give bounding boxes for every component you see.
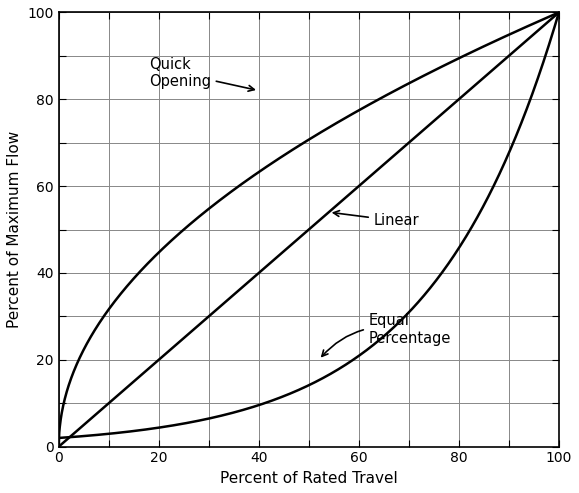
Text: Quick
Opening: Quick Opening [149,57,254,91]
Text: Equal
Percentage: Equal Percentage [322,313,451,356]
Text: Linear: Linear [334,211,419,228]
X-axis label: Percent of Rated Travel: Percent of Rated Travel [220,471,398,486]
Y-axis label: Percent of Maximum Flow: Percent of Maximum Flow [7,131,22,328]
